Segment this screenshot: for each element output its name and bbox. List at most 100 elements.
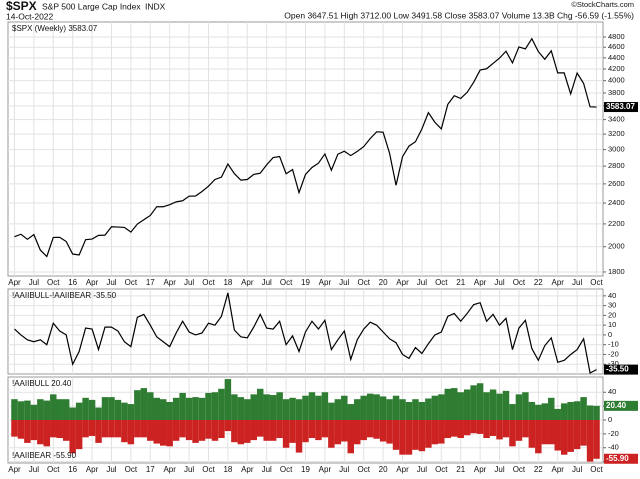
bar bbox=[147, 392, 154, 420]
bar bbox=[179, 420, 186, 438]
x-tick-label: Jul bbox=[184, 278, 194, 287]
x-tick-label: Apr bbox=[474, 465, 487, 474]
x-tick-label: Oct bbox=[513, 278, 526, 287]
bar bbox=[586, 405, 594, 420]
x-tick-label: Jul bbox=[339, 465, 349, 474]
y-tick-label: 0 bbox=[608, 330, 612, 339]
x-tick-label: 16 bbox=[68, 465, 77, 474]
bar bbox=[24, 400, 31, 420]
quote: Open 3647.51 High 3712.00 Low 3491.58 Cl… bbox=[284, 10, 634, 20]
y-tick-label: 3000 bbox=[608, 145, 625, 154]
bar bbox=[282, 420, 290, 448]
x-tick-label: Apr bbox=[552, 278, 565, 287]
x-tick-label: Apr bbox=[396, 465, 409, 474]
series-label: !AAIIBULL-!AAIIBEAR -35.50 bbox=[12, 291, 117, 300]
end-badge bbox=[604, 453, 638, 464]
bar bbox=[282, 399, 290, 420]
bar bbox=[205, 420, 212, 439]
bar bbox=[515, 420, 523, 441]
bar bbox=[269, 420, 277, 441]
bar bbox=[360, 420, 367, 441]
y-tick-label: 2200 bbox=[608, 219, 625, 228]
bar bbox=[211, 420, 219, 441]
bar bbox=[528, 401, 536, 420]
bar bbox=[431, 395, 439, 420]
x-tick-label: 21 bbox=[456, 278, 465, 287]
bar bbox=[218, 388, 225, 420]
line-series bbox=[14, 292, 597, 374]
bar bbox=[560, 403, 568, 420]
bar bbox=[366, 420, 374, 438]
x-tick-label: Jul bbox=[106, 465, 116, 474]
end-label: -35.50 bbox=[606, 365, 629, 374]
bar bbox=[276, 392, 283, 420]
bar bbox=[483, 392, 490, 420]
bar bbox=[11, 399, 18, 420]
x-tick-label: 22 bbox=[534, 465, 543, 474]
x-tick-label: 20 bbox=[379, 278, 388, 287]
x-tick-label: Jul bbox=[494, 465, 504, 474]
bar bbox=[567, 401, 574, 420]
bar bbox=[386, 399, 393, 420]
bar bbox=[244, 399, 251, 420]
bar bbox=[159, 420, 167, 446]
x-tick-label: Jul bbox=[494, 278, 504, 287]
bar bbox=[438, 420, 445, 444]
bar bbox=[121, 402, 128, 420]
bar bbox=[328, 420, 335, 448]
bar bbox=[95, 407, 102, 420]
x-tick-label: 19 bbox=[301, 465, 310, 474]
y-tick-label: 3200 bbox=[608, 129, 625, 138]
bar bbox=[114, 399, 122, 420]
bar bbox=[457, 392, 464, 420]
x-tick-label: Oct bbox=[280, 278, 293, 287]
x-tick-label: Apr bbox=[86, 465, 99, 474]
x-tick-label: Apr bbox=[8, 278, 21, 287]
bar bbox=[237, 397, 245, 420]
bar bbox=[211, 392, 219, 420]
x-tick-label: Apr bbox=[552, 465, 565, 474]
bar bbox=[50, 420, 57, 438]
bar bbox=[567, 420, 574, 452]
end-badge bbox=[604, 400, 638, 411]
x-tick-label: Oct bbox=[590, 278, 603, 287]
bar bbox=[548, 420, 555, 445]
bar bbox=[56, 399, 63, 420]
x-tick-label: Oct bbox=[435, 465, 448, 474]
x-tick-label: Oct bbox=[435, 278, 448, 287]
bar bbox=[593, 420, 600, 459]
y-tick-label: 10 bbox=[608, 320, 616, 329]
bar bbox=[373, 394, 380, 420]
y-tick-label: 2000 bbox=[608, 242, 625, 251]
bar bbox=[62, 399, 70, 420]
bar bbox=[308, 392, 316, 420]
bar bbox=[425, 398, 432, 420]
bar bbox=[535, 404, 542, 420]
y-tick-label: -40 bbox=[608, 443, 619, 452]
bar bbox=[231, 394, 238, 420]
x-tick-label: Oct bbox=[357, 278, 370, 287]
bar bbox=[405, 401, 413, 420]
bar bbox=[82, 420, 89, 438]
y-tick-label: -20 bbox=[608, 429, 619, 438]
x-tick-label: Oct bbox=[202, 278, 215, 287]
bar bbox=[502, 420, 510, 438]
x-tick-label: 17 bbox=[146, 465, 155, 474]
bar bbox=[315, 395, 322, 420]
bar bbox=[573, 420, 581, 450]
y-tick-label: 40 bbox=[608, 291, 616, 300]
x-tick-label: Apr bbox=[241, 278, 254, 287]
bar bbox=[237, 420, 245, 445]
x-tick-label: Oct bbox=[125, 278, 138, 287]
bar bbox=[24, 420, 31, 443]
exchange: INDX bbox=[145, 1, 166, 11]
bar bbox=[218, 420, 225, 439]
bar bbox=[30, 420, 38, 441]
bar bbox=[399, 420, 406, 455]
bar bbox=[321, 392, 329, 420]
bar bbox=[470, 385, 477, 420]
end-badge bbox=[604, 364, 638, 375]
bar bbox=[373, 420, 380, 439]
y-tick-label: -10 bbox=[608, 340, 619, 349]
bar bbox=[166, 401, 173, 420]
